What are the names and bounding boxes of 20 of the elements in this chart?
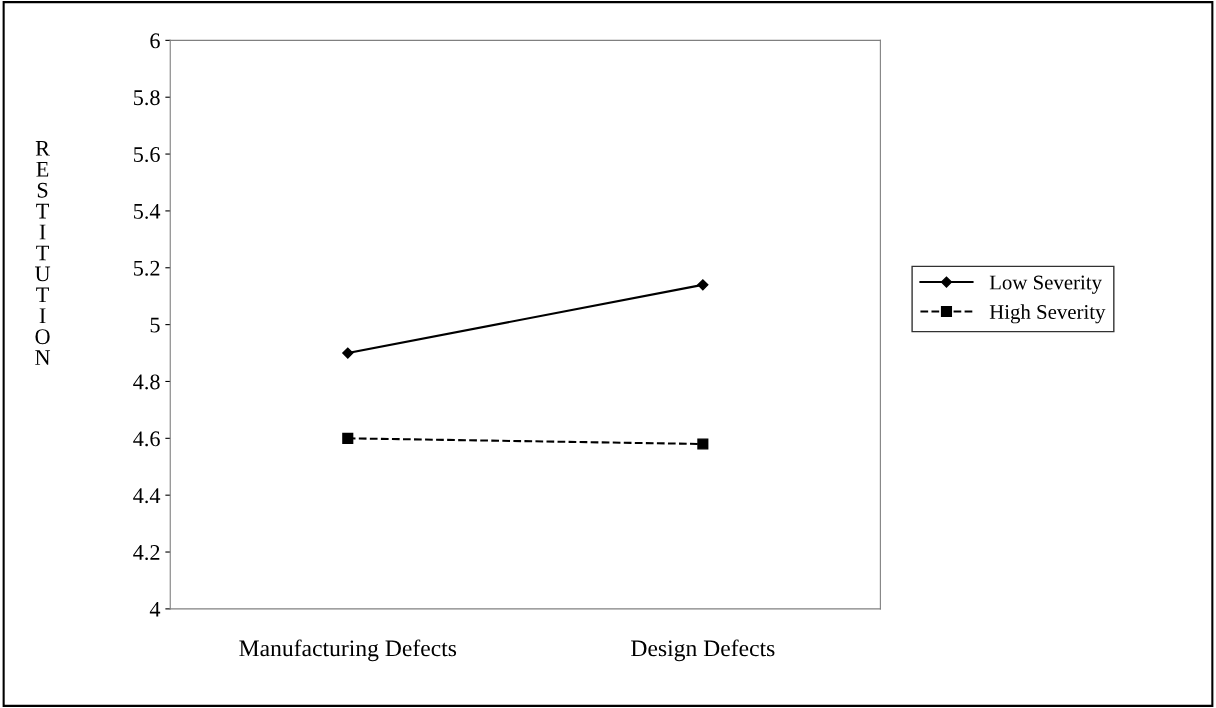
- point: [342, 432, 354, 444]
- point: [342, 347, 354, 359]
- y-tick-label: 4.4: [133, 488, 161, 504]
- point: [697, 438, 709, 450]
- y-tick-label: 5: [150, 317, 160, 333]
- point: [697, 279, 709, 291]
- legend-label: Low Severity: [989, 275, 1102, 294]
- legend-label: High Severity: [989, 304, 1106, 324]
- x-tick-label: Manufacturing Defects: [239, 639, 457, 662]
- y-tick-label: 4.8: [133, 374, 160, 390]
- y-tick-label: 5.2: [134, 260, 160, 276]
- y-tick-label: 4.6: [133, 431, 160, 447]
- y-tick-label: 6: [150, 33, 160, 49]
- y-tick-label: 4: [149, 601, 161, 617]
- x-tick-label: Design Defects: [631, 639, 775, 662]
- y-tick-label: 5.6: [134, 147, 160, 163]
- y-tick-label: 4.2: [133, 545, 160, 561]
- y-tick-label: 5.4: [134, 203, 161, 219]
- text: RESTITUTION: [35, 141, 51, 365]
- y-tick-label: 5.8: [134, 90, 160, 106]
